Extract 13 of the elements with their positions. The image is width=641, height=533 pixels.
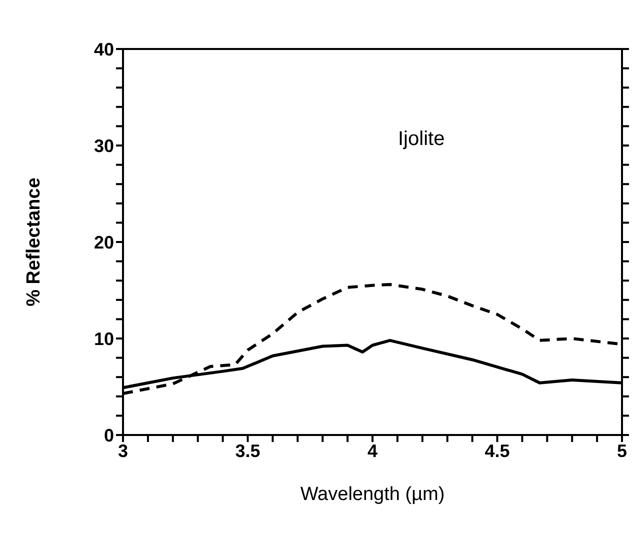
y-axis-title: % Reflectance xyxy=(24,178,45,306)
x-tick-label: 3.5 xyxy=(235,440,260,461)
x-tick-label: 4 xyxy=(367,440,378,461)
x-tick-label: 3 xyxy=(118,440,128,461)
y-tick-label: 40 xyxy=(94,39,114,60)
annotation: Ijolite xyxy=(398,128,445,151)
y-tick-label: 20 xyxy=(94,232,114,252)
y-tick-label: 10 xyxy=(94,328,114,349)
x-tick-label: 5 xyxy=(616,440,628,461)
x-axis-title: Wavelength (µm) xyxy=(300,484,445,505)
x-tick-label: 4.5 xyxy=(484,440,510,461)
y-tick-label: 0 xyxy=(104,425,114,446)
y-tick-label: 30 xyxy=(94,136,114,156)
